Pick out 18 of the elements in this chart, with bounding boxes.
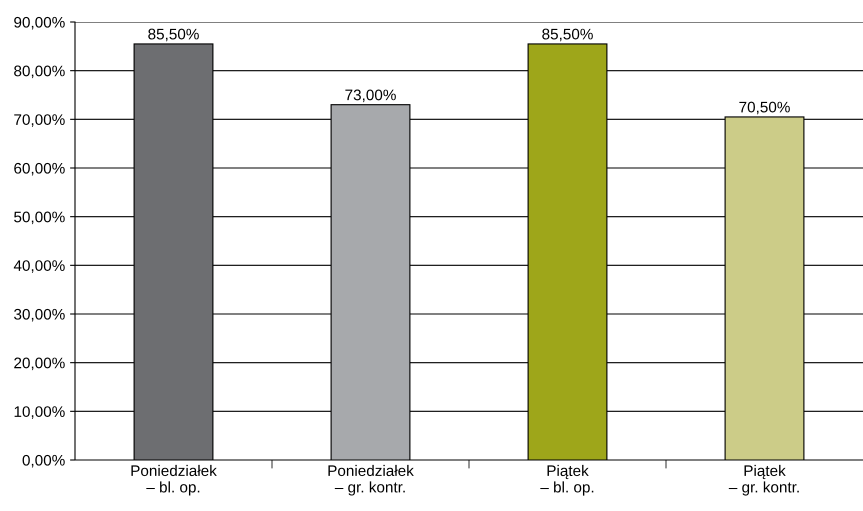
- y-tick-label: 10,00%: [14, 406, 65, 419]
- data-label: 85,50%: [542, 28, 593, 42]
- y-tick-label: 50,00%: [14, 212, 65, 224]
- data-label: 70,50%: [739, 102, 790, 114]
- y-tick-label: 90,00%: [14, 16, 65, 30]
- y-tick-label: 30,00%: [14, 308, 65, 322]
- x-tick-label: Piątek – gr. kontr.: [728, 464, 799, 496]
- x-tick-label: Poniedziałek – gr. kontr.: [328, 464, 414, 496]
- y-tick-label: 40,00%: [14, 260, 65, 273]
- x-tick-label: Poniedziałek – bl. op.: [131, 464, 217, 496]
- y-tick-label: 0,00%: [22, 454, 65, 468]
- data-label: 85,50%: [148, 28, 199, 42]
- x-tick-label: Piątek – bl. op.: [540, 464, 594, 496]
- y-tick-label: 80,00%: [14, 66, 65, 78]
- y-tick-label: 60,00%: [14, 162, 65, 176]
- y-tick-label: 20,00%: [14, 358, 65, 370]
- y-tick-label: 70,00%: [14, 114, 65, 127]
- data-label: 73,00%: [345, 90, 396, 102]
